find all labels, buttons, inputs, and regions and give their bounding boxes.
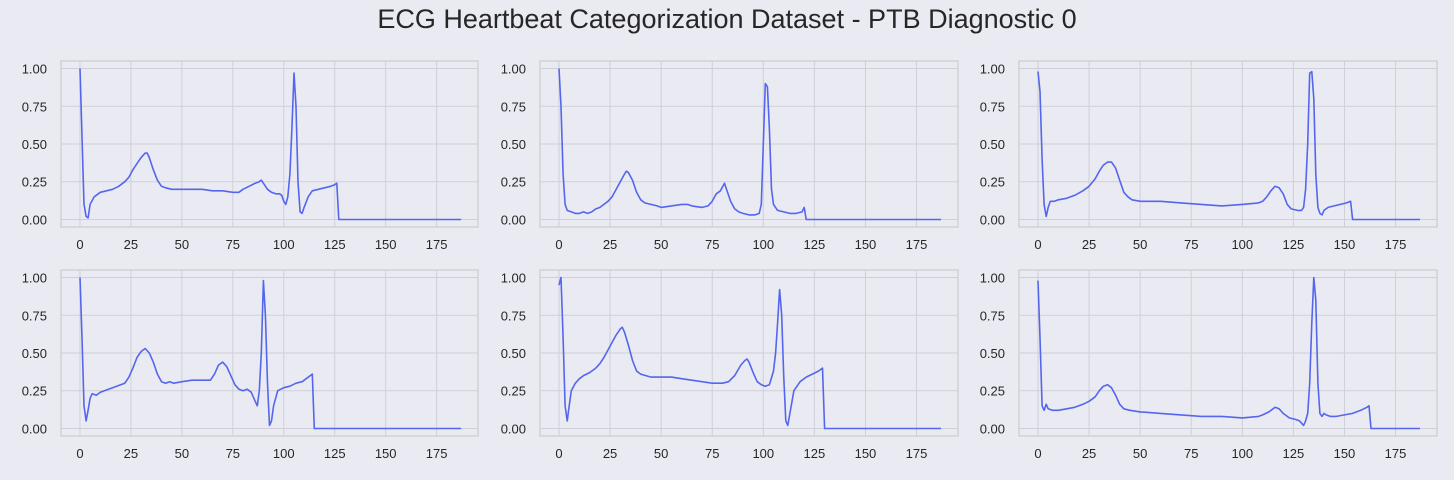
x-tick-label: 150: [855, 446, 877, 461]
y-tick-label: 0.50: [980, 137, 1005, 152]
y-tick-label: 1.00: [980, 271, 1005, 286]
chart-panel-3: 0 25 50 75 100 125 150 175 0.00 0.25 0.50 0.75 1.00: [980, 60, 1438, 252]
x-tick-label: 175: [906, 446, 928, 461]
x-tick-label: 125: [324, 446, 346, 461]
x-tick-label: 25: [124, 237, 138, 252]
y-tick-label: 0.00: [22, 421, 47, 436]
x-tick-label: 0: [76, 237, 83, 252]
x-tick-label: 125: [804, 446, 826, 461]
chart-panel-4: 0 25 50 75 100 125 150 175 0.00 0.25 0.50 0.75 1.00: [22, 269, 479, 461]
x-tick-label: 25: [1082, 237, 1096, 252]
ecg-series-line: [1037, 70, 1420, 221]
y-tick-label: 1.00: [501, 62, 526, 77]
y-tick-label: 0.50: [501, 137, 526, 152]
chart-panel-2: 0 25 50 75 100 125 150 175 0.00 0.25 0.50 0.75 1.00: [501, 60, 959, 252]
x-tick-label: 150: [375, 237, 397, 252]
x-tick-label: 175: [906, 237, 928, 252]
y-tick-label: 0.50: [22, 346, 47, 361]
y-tick-label: 0.00: [501, 421, 526, 436]
x-tick-label: 175: [426, 237, 448, 252]
ecg-series-line: [79, 277, 462, 430]
x-tick-label: 150: [855, 237, 877, 252]
x-tick-label: 100: [1231, 237, 1253, 252]
x-tick-label: 75: [705, 446, 719, 461]
x-tick-label: 175: [1385, 446, 1407, 461]
y-tick-label: 0.00: [980, 421, 1005, 436]
y-tick-label: 0.00: [980, 212, 1005, 227]
x-tick-label: 125: [804, 237, 826, 252]
x-tick-label: 50: [175, 446, 189, 461]
y-tick-label: 0.25: [980, 175, 1005, 190]
x-tick-label: 75: [226, 237, 240, 252]
x-tick-label: 75: [1184, 237, 1198, 252]
x-tick-label: 150: [1334, 237, 1356, 252]
x-tick-label: 175: [1385, 237, 1407, 252]
x-tick-label: 125: [324, 237, 346, 252]
x-tick-label: 100: [752, 446, 774, 461]
y-tick-label: 0.25: [22, 175, 47, 190]
x-tick-label: 0: [1034, 237, 1041, 252]
y-tick-label: 0.00: [22, 212, 47, 227]
y-tick-label: 1.00: [980, 62, 1005, 77]
y-tick-label: 0.00: [501, 212, 526, 227]
x-tick-label: 175: [426, 446, 448, 461]
ecg-series-line: [1037, 276, 1420, 430]
x-tick-label: 75: [226, 446, 240, 461]
y-tick-label: 0.75: [501, 308, 526, 323]
y-tick-label: 0.75: [980, 308, 1005, 323]
x-tick-label: 50: [1133, 446, 1147, 461]
y-tick-label: 0.75: [501, 99, 526, 114]
y-tick-label: 0.75: [22, 308, 47, 323]
y-tick-label: 0.75: [22, 99, 47, 114]
x-tick-label: 0: [555, 237, 562, 252]
x-tick-label: 100: [273, 237, 295, 252]
y-tick-label: 0.50: [22, 137, 47, 152]
x-tick-label: 100: [273, 446, 295, 461]
y-tick-label: 0.50: [980, 346, 1005, 361]
x-tick-label: 25: [603, 446, 617, 461]
x-tick-label: 50: [1133, 237, 1147, 252]
chart-panel-6: 0 25 50 75 100 125 150 175 0.00 0.25 0.50 0.75 1.00: [980, 269, 1438, 461]
y-tick-label: 0.25: [980, 384, 1005, 399]
x-tick-label: 150: [1334, 446, 1356, 461]
ecg-series-line: [558, 68, 941, 221]
x-tick-label: 25: [1082, 446, 1096, 461]
chart-panel-5: 0 25 50 75 100 125 150 175 0.00 0.25 0.50 0.75 1.00: [501, 269, 959, 461]
y-tick-label: 1.00: [22, 62, 47, 77]
x-tick-label: 25: [124, 446, 138, 461]
x-tick-label: 75: [1184, 446, 1198, 461]
x-tick-label: 150: [375, 446, 397, 461]
x-tick-label: 100: [752, 237, 774, 252]
y-tick-label: 0.50: [501, 346, 526, 361]
x-tick-label: 0: [555, 446, 562, 461]
x-tick-label: 25: [603, 237, 617, 252]
y-tick-label: 1.00: [501, 271, 526, 286]
ecg-series-line: [79, 68, 462, 221]
y-tick-label: 0.25: [501, 384, 526, 399]
y-tick-label: 1.00: [22, 271, 47, 286]
ecg-series-line: [558, 276, 941, 430]
x-tick-label: 125: [1283, 446, 1305, 461]
x-tick-label: 0: [1034, 446, 1041, 461]
x-tick-label: 50: [654, 237, 668, 252]
x-tick-label: 125: [1283, 237, 1305, 252]
chart-panel-1: 0 25 50 75 100 125 150 175 0.00 0.25 0.50 0.75 1.00: [22, 60, 479, 252]
x-tick-label: 50: [175, 237, 189, 252]
x-tick-label: 75: [705, 237, 719, 252]
x-tick-label: 50: [654, 446, 668, 461]
y-tick-label: 0.75: [980, 99, 1005, 114]
figure-title: ECG Heartbeat Categorization Dataset - P…: [377, 4, 1077, 34]
x-tick-label: 100: [1231, 446, 1253, 461]
y-tick-label: 0.25: [22, 384, 47, 399]
y-tick-label: 0.25: [501, 175, 526, 190]
x-tick-label: 0: [76, 446, 83, 461]
